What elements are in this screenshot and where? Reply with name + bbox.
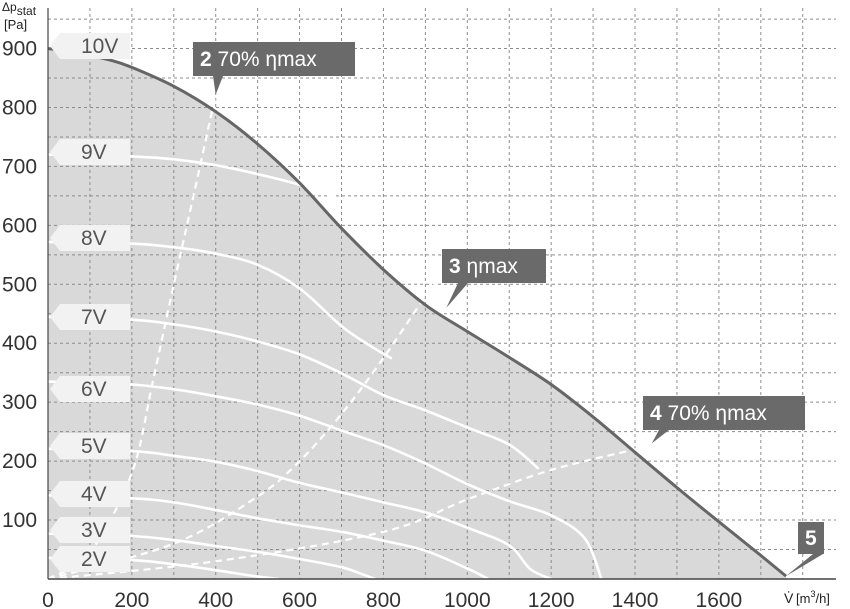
x-axis-unit-sup: 3 <box>810 589 815 599</box>
voltage-tag-5v: 5V <box>50 433 130 459</box>
callouts: 2 70% ηmax 3 ηmax 4 70% ηmax 5 <box>193 42 824 577</box>
x-axis-symbol: V̇ <box>784 590 794 606</box>
voltage-tag-shape <box>50 517 130 543</box>
callout-3: 3 ηmax <box>442 249 546 308</box>
callout-4: 4 70% ηmax <box>643 396 805 444</box>
voltage-curve-3v <box>47 532 376 581</box>
y-tick-label: 100 <box>2 509 37 532</box>
y-tick-label: 500 <box>2 273 37 296</box>
voltage-curve-4v <box>47 494 489 581</box>
voltage-tag-shape <box>50 139 130 165</box>
voltage-tag-9v: 9V <box>50 139 130 165</box>
voltage-tag-shape <box>50 304 130 330</box>
voltage-tag-4v: 4V <box>50 481 130 507</box>
operating-line-2 <box>47 94 217 580</box>
y-tick-label: 700 <box>2 155 37 178</box>
callout-label: 4 70% ηmax <box>650 402 767 425</box>
x-tick-label: 200 <box>114 589 149 609</box>
y-axis-unit: [Pa] <box>4 17 27 32</box>
voltage-tag-label: 6V <box>81 378 107 401</box>
x-tick-label: 1400 <box>612 589 659 609</box>
y-tick-label: 900 <box>2 38 37 61</box>
voltage-tag-shape <box>50 546 130 572</box>
voltage-tag-shape <box>50 433 130 459</box>
callout-5: 5 <box>786 522 824 577</box>
voltage-tag-label: 5V <box>81 435 107 458</box>
voltage-tag-shape <box>50 376 130 402</box>
operating-line-4 <box>47 442 657 581</box>
voltage-curve-5v <box>47 447 552 581</box>
x-tick-label: 600 <box>282 589 317 609</box>
axes: 0 200 400 600 800 1000 1200 1400 1600 100 200 300 40… <box>2 8 836 609</box>
voltage-tag-3v: 3V <box>50 517 130 543</box>
x-axis-unit-post: /h] <box>815 591 829 606</box>
voltage-tag-7v: 7V <box>50 304 130 330</box>
voltage-tag-label: 10V <box>81 35 118 58</box>
voltage-tag-label: 8V <box>81 227 107 250</box>
callout-label: 5 <box>805 527 817 550</box>
y-tick-label: 600 <box>2 214 37 237</box>
callout-number: 3 <box>449 255 461 278</box>
y-tick-label: 400 <box>2 332 37 355</box>
y-axis-label: Δpstat <box>2 0 37 18</box>
callout-box <box>643 396 805 444</box>
voltage-tag-6v: 6V <box>50 376 130 402</box>
voltage-curve-8v <box>47 240 393 360</box>
x-axis-unit: [m3/h] <box>796 589 830 606</box>
x-tick-label: 800 <box>366 589 401 609</box>
x-tick-label: 0 <box>42 589 54 609</box>
callout-text: 70% ηmax <box>212 48 318 71</box>
x-axis-unit-pre: [m <box>796 591 810 606</box>
callout-number: 4 <box>650 402 662 425</box>
voltage-tag-shape <box>50 33 130 59</box>
voltage-tag-label: 4V <box>81 483 107 506</box>
x-tick-label: 400 <box>198 589 233 609</box>
x-tick-label: 1600 <box>696 589 743 609</box>
voltage-tag-shape <box>50 225 130 251</box>
voltage-curve-6v <box>47 380 603 580</box>
callout-number: 2 <box>200 48 212 71</box>
callout-text: 70% ηmax <box>662 402 768 425</box>
voltage-tags: 10V 9V 8V 7V 6V 5V 4V 3V 2V <box>50 33 130 572</box>
voltage-tag-label: 3V <box>81 519 107 542</box>
voltage-tag-10v: 10V <box>50 33 130 59</box>
x-axis-label: V̇ <box>784 590 794 606</box>
callout-label: 3 ηmax <box>449 255 518 278</box>
voltage-tag-shape <box>50 481 130 507</box>
voltage-tag-2v: 2V <box>50 546 130 572</box>
callout-text: ηmax <box>461 255 519 278</box>
max-curve-line <box>47 47 787 578</box>
max-curve <box>47 47 787 578</box>
callout-box <box>442 249 546 308</box>
voltage-tag-8v: 8V <box>50 225 130 251</box>
y-axis-label-sub: stat <box>17 4 37 18</box>
y-tick-label: 200 <box>2 450 37 473</box>
x-tick-label: 1000 <box>444 589 491 609</box>
callout-number: 5 <box>805 527 817 550</box>
voltage-tag-label: 7V <box>81 306 107 329</box>
y-tick-label: 300 <box>2 391 37 414</box>
operating-lines <box>47 94 657 581</box>
callout-label: 2 70% ηmax <box>200 48 317 71</box>
voltage-tag-label: 9V <box>81 141 107 164</box>
callout-2: 2 70% ηmax <box>193 42 355 95</box>
y-tick-label: 800 <box>2 96 37 119</box>
callout-box <box>786 522 824 577</box>
voltage-tag-label: 2V <box>81 548 107 571</box>
callout-box <box>193 42 355 95</box>
voltage-curve-7v <box>47 315 540 470</box>
x-tick-label: 1200 <box>528 589 575 609</box>
y-axis-label-main: Δp <box>2 0 17 14</box>
